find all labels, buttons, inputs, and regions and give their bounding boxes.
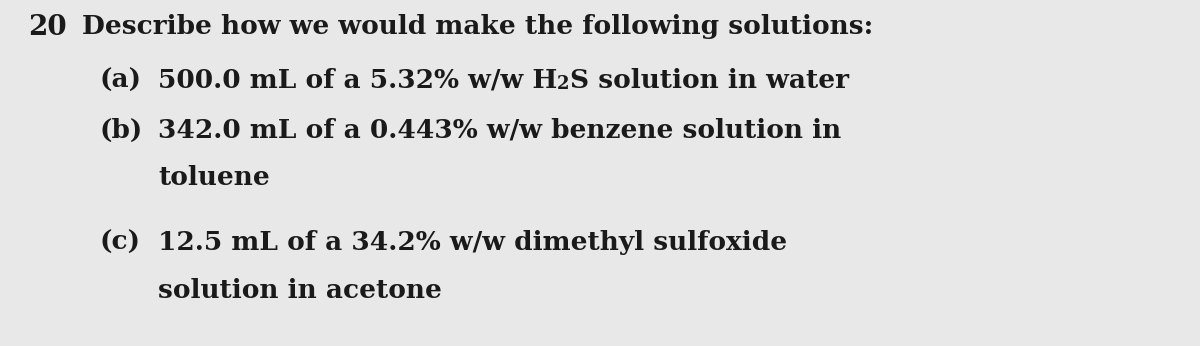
Text: Describe how we would make the following solutions:: Describe how we would make the following… (82, 14, 874, 39)
Text: 500.0 mL of a 5.32% w/w H: 500.0 mL of a 5.32% w/w H (158, 68, 557, 93)
Text: 342.0 mL of a 0.443% w/w benzene solution in: 342.0 mL of a 0.443% w/w benzene solutio… (158, 118, 841, 143)
Text: S solution in water: S solution in water (570, 68, 848, 93)
Text: (b): (b) (100, 118, 143, 143)
Text: (a): (a) (100, 68, 142, 93)
Text: (c): (c) (100, 230, 142, 255)
Text: 20: 20 (28, 14, 67, 41)
Text: toluene: toluene (158, 165, 270, 190)
Text: solution in acetone: solution in acetone (158, 278, 442, 303)
Text: 12.5 mL of a 34.2% w/w dimethyl sulfoxide: 12.5 mL of a 34.2% w/w dimethyl sulfoxid… (158, 230, 787, 255)
Text: 2: 2 (557, 75, 570, 93)
